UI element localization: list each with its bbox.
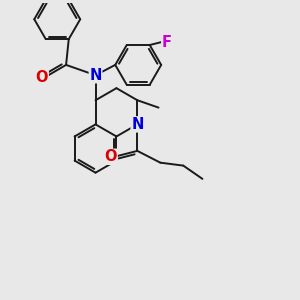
Text: N: N — [89, 68, 102, 83]
Text: O: O — [36, 70, 48, 85]
Text: O: O — [105, 149, 117, 164]
Text: N: N — [131, 117, 143, 132]
Text: F: F — [162, 34, 172, 50]
